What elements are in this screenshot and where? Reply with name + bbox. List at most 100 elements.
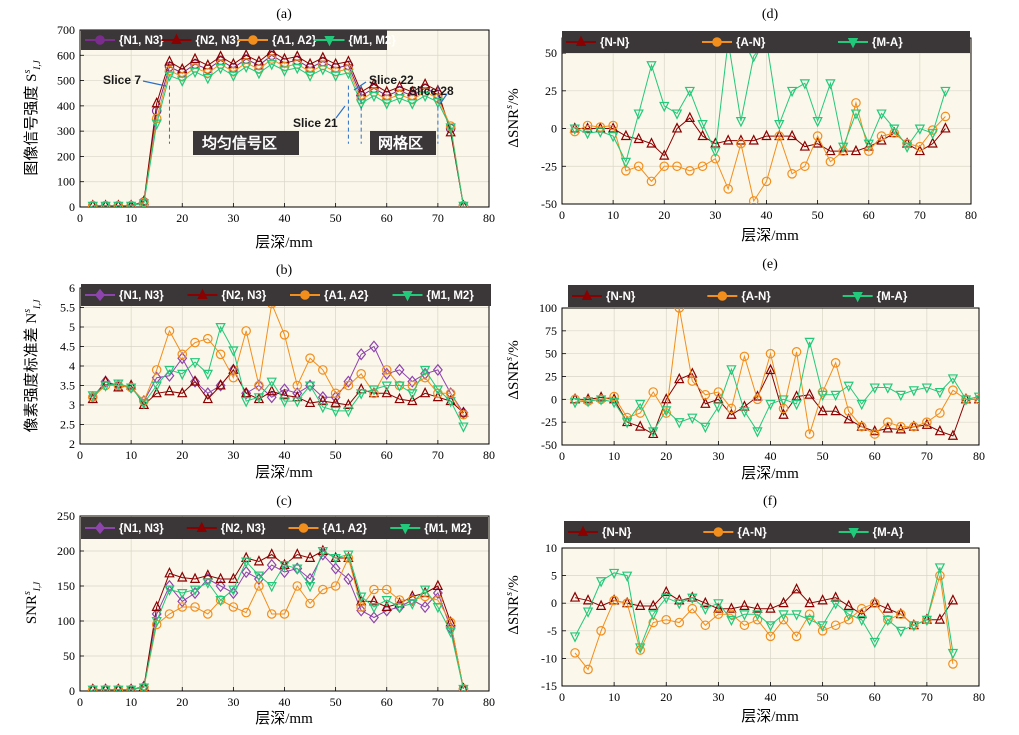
data-point (901, 142, 913, 153)
data-point (88, 683, 97, 691)
legend-marker (324, 35, 335, 47)
data-point (279, 383, 290, 396)
x-tick-label: 80 (483, 695, 495, 709)
x-axis-label: 层深/mm (255, 710, 313, 727)
legend-label: {N-N} (606, 291, 636, 303)
data-point (381, 99, 392, 110)
annotation: 均匀信号区 (202, 134, 277, 152)
data-point (240, 62, 252, 74)
data-point (569, 124, 580, 135)
x-tick-label: 30 (227, 211, 239, 225)
data-point (317, 65, 329, 76)
data-point (687, 413, 698, 424)
data-point (646, 176, 657, 187)
data-point (151, 386, 162, 398)
data-point (569, 591, 581, 602)
x-tick-label: 0 (559, 690, 565, 704)
data-point (752, 427, 763, 438)
data-point (368, 602, 380, 614)
data-point (687, 591, 698, 602)
y-tick-label: 700 (57, 23, 75, 37)
data-point (279, 329, 290, 340)
data-point (420, 591, 430, 602)
data-point (713, 609, 724, 620)
data-point (356, 348, 367, 361)
data-point (620, 129, 632, 141)
data-point (317, 394, 329, 406)
data-point (582, 607, 594, 618)
data-point (882, 422, 893, 433)
legend-marker (712, 37, 722, 47)
y-tick-label: 0 (69, 684, 75, 698)
arrow (439, 93, 448, 105)
data-point (432, 586, 443, 600)
data-point (922, 417, 932, 427)
data-point (330, 388, 341, 399)
data-point (817, 621, 828, 632)
data-point (609, 391, 619, 402)
data-point (228, 71, 239, 82)
data-point (125, 201, 137, 207)
data-point (190, 602, 200, 612)
data-point (648, 427, 659, 438)
x-tick-label: 70 (432, 211, 444, 225)
data-point (843, 610, 854, 621)
y-tick-label: 300 (57, 124, 75, 138)
data-point (838, 144, 849, 156)
series-2 (569, 337, 979, 438)
data-point (595, 599, 607, 610)
data-point (292, 380, 303, 391)
x-tick-label: 10 (607, 208, 619, 222)
data-point (101, 199, 110, 207)
data-point (292, 63, 303, 75)
data-point (659, 161, 670, 172)
data-point (445, 387, 456, 400)
x-tick-label: 70 (921, 690, 933, 704)
y-axis-label: 图像信号强度 SsI,J (22, 59, 42, 175)
data-point (607, 132, 619, 143)
x-tick-label: 10 (125, 448, 137, 462)
data-point (812, 116, 823, 128)
y-tick-label: 50 (545, 46, 557, 60)
data-point (947, 594, 959, 605)
data-point (582, 392, 594, 404)
series-line (92, 556, 464, 691)
data-point (445, 394, 456, 406)
y-tick-label: 10 (545, 541, 557, 555)
data-point (921, 418, 933, 429)
data-point (947, 648, 959, 660)
data-point (661, 614, 672, 625)
data-point (710, 147, 721, 158)
data-point (420, 600, 431, 614)
legend-marker (847, 37, 859, 49)
y-tick-label: 6 (69, 281, 75, 295)
data-point (151, 96, 162, 108)
data-point (710, 153, 721, 164)
data-point (948, 659, 958, 669)
data-point (908, 386, 920, 397)
y-axis-label: ΔSNRs/% (504, 340, 522, 399)
data-point (343, 406, 354, 418)
y-tick-label: -50 (541, 197, 557, 211)
data-point (356, 389, 367, 400)
data-point (433, 595, 443, 605)
data-point (253, 68, 265, 80)
data-point (305, 353, 315, 363)
data-point (164, 385, 175, 396)
data-point (292, 581, 303, 591)
data-point (765, 348, 776, 359)
x-tick-label: 50 (330, 695, 342, 709)
data-point (100, 375, 111, 388)
data-point (830, 599, 841, 610)
y-tick-label: 0 (551, 392, 557, 406)
legend-label: {N-N} (602, 527, 632, 539)
data-point (882, 417, 893, 427)
data-point (177, 352, 188, 365)
data-point (838, 142, 849, 153)
data-point (608, 594, 620, 605)
data-point (830, 620, 841, 631)
legend-marker (196, 521, 207, 533)
data-point (620, 157, 632, 169)
data-point (739, 599, 750, 610)
